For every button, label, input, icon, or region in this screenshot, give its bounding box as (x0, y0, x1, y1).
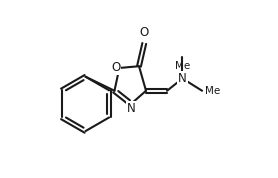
Text: O: O (140, 26, 149, 39)
Text: O: O (111, 61, 120, 74)
Text: Me: Me (175, 61, 190, 71)
Text: Me: Me (205, 86, 220, 96)
Text: N: N (178, 72, 187, 85)
Text: N: N (127, 102, 135, 115)
